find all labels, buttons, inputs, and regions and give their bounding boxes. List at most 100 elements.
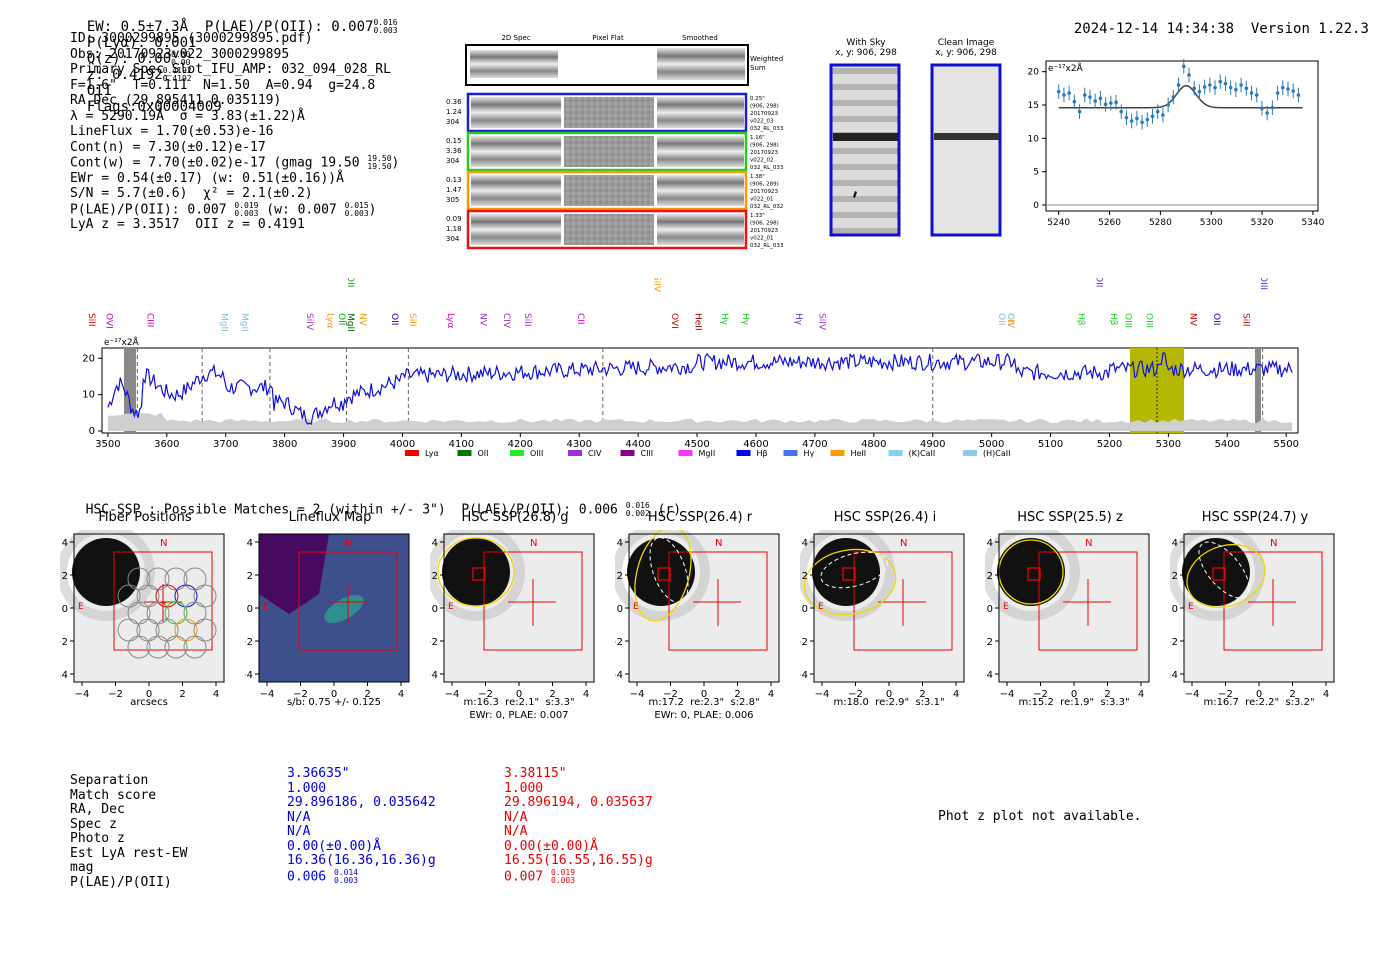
panel-y-tick-label: −4 (800, 670, 808, 681)
zoom-data-point (1280, 85, 1285, 90)
hsc-band: (r) (657, 502, 682, 518)
zoom-data-point (1254, 93, 1259, 97)
spectral-line-label: SiII (522, 313, 532, 327)
spectral-line-label: NV (478, 313, 488, 327)
panel-x-tick-label: 4 (1323, 689, 1329, 700)
cutout-right-label: (906, 298) (750, 143, 779, 149)
match-2-plae-sup: 0.019 (550, 867, 576, 877)
aperture-ellipse-alt (1198, 541, 1250, 599)
legend-swatch (568, 450, 582, 456)
info-lambda: λ = 5290.19Å σ = 3.83(±1.22)Å (70, 108, 305, 124)
legend-label: OII (478, 449, 489, 458)
panel-x-tick-label: 0 (331, 689, 337, 700)
match-1-value: 16.36(16.36,16.36)g (287, 853, 436, 868)
panel-y-tick-label: −2 (615, 637, 623, 648)
spectrum-x-tick-label: 4400 (625, 439, 650, 450)
match-1-plae: 0.006 (287, 869, 327, 884)
zoom-y-tick-label: 15 (1028, 101, 1039, 111)
match-2-value: N/A (504, 809, 528, 825)
zoom-data-point (1208, 83, 1212, 87)
weighted-sum-2d (470, 50, 558, 78)
spectral-line-label: MgII (218, 313, 228, 332)
spectral-line-label: Hβ (1076, 313, 1086, 326)
match-2-value: N/A (504, 824, 528, 839)
zoom-data-point (1155, 109, 1160, 114)
panel-y-tick-label: 4 (432, 538, 438, 549)
spectrum-x-tick-label: 5100 (1038, 439, 1063, 450)
spectral-line-label: OII (1005, 313, 1015, 325)
header-qz: Q(z): 0.00 (86, 51, 172, 67)
fiber-circle (183, 635, 207, 659)
image-panel-caption-2: EWr: 0, PLAE: 0.007 (469, 710, 569, 721)
header-summary: EW: 0.5±7.3Å P(LAE)/P(OII): 0.007 0.016 0.… (70, 3, 398, 116)
panel-x-tick-label: 2 (734, 689, 740, 700)
zoom-data-point (1103, 102, 1108, 107)
legend-label: Lyα (425, 449, 439, 458)
cutout-left-label: 304 (446, 235, 460, 243)
panel-x-tick-label: 4 (583, 689, 589, 700)
clean-image-panel: Clean Image x, y: 906, 298 (930, 38, 1002, 58)
cutout-right-label: 1.33" (750, 213, 765, 219)
zoom-data-point (1228, 85, 1233, 90)
fiber-circle (117, 618, 141, 642)
spectrum-x-tick-label: 4800 (861, 439, 886, 450)
zoom-data-point (1072, 99, 1077, 104)
image-panel-plot: N E −4 −2 0 2 4 4 2 0 −2 −4 (1170, 530, 1335, 700)
with-sky-panel: With Sky x, y: 906, 298 (830, 38, 902, 58)
east-indicator: E (78, 602, 84, 612)
legend-label: CIV (588, 449, 602, 458)
zoom-x-tick-label: 5280 (1149, 218, 1172, 228)
image-panel-plot: N E −4 −2 0 2 4 4 2 0 −2 −4 (800, 530, 965, 700)
fiber-circle (193, 618, 217, 642)
zoom-data-point (1296, 93, 1301, 97)
east-indicator: E (448, 602, 454, 612)
panel-x-tick-label: 4 (953, 689, 959, 700)
match-label: Spec z (70, 816, 117, 832)
spectrum-x-tick-label: 3800 (272, 439, 297, 450)
zoom-data-point (1239, 83, 1243, 87)
image-panel-caption: m:15.2 re:1.9" s:3.3" (1018, 697, 1130, 708)
bright-source (997, 538, 1065, 606)
spectral-line-label: Hγ (793, 313, 803, 326)
cutout-left-label: 1.18 (446, 225, 462, 233)
cutout-right-label: 1.16" (750, 135, 765, 141)
cutout-left-label: 0.09 (446, 215, 462, 223)
zoom-data-point (1197, 89, 1202, 94)
image-panel-title: Fiber Positions (98, 510, 192, 525)
header-version: 2024-12-14 14:34:38 Version 1.22.3 (1057, 5, 1369, 37)
spectrum-x-tick-label: 3500 (95, 439, 120, 450)
zoom-data-point (1067, 91, 1071, 95)
svg-text:Sum: Sum (750, 64, 766, 72)
search-box (483, 551, 583, 651)
spectrum-x-tick-label: 4700 (802, 439, 827, 450)
zoom-x-tick-label: 5320 (1251, 218, 1274, 228)
spectrum-flux (107, 352, 1293, 425)
zoom-data-point (1187, 73, 1191, 77)
emission-markers (136, 348, 1264, 433)
info-lyaz: LyA z = 3.3517 OII z = 0.4191 (70, 217, 305, 232)
zoom-data-point (1056, 89, 1061, 94)
north-indicator: N (1085, 538, 1092, 549)
panel-x-tick-label: 0 (146, 689, 152, 700)
image-panel-caption: arcsecs (130, 697, 168, 708)
panel-y-tick-label: 0 (1172, 604, 1178, 615)
cutout-row: 0.15 3.36 304 1.16" (906, 298)20170923 v022_0… (446, 131, 784, 172)
spectral-line-label: OII (1093, 278, 1103, 287)
panel-y-tick-label: 4 (802, 538, 808, 549)
panel-y-tick-label: 0 (987, 604, 993, 615)
search-box (298, 551, 398, 651)
spectral-line-label: OII (345, 278, 355, 287)
sky-images (829, 63, 1002, 237)
aperture-ellipse (1186, 544, 1266, 608)
with-sky-trace (833, 133, 898, 141)
match-marker (1027, 567, 1041, 581)
spectrum-x-tick-label: 5200 (1097, 439, 1122, 450)
info-plae-w-sup: 0.015 (344, 200, 369, 210)
cutout-left-label: 0.15 (446, 137, 462, 145)
legend-label: OIII (530, 449, 543, 458)
